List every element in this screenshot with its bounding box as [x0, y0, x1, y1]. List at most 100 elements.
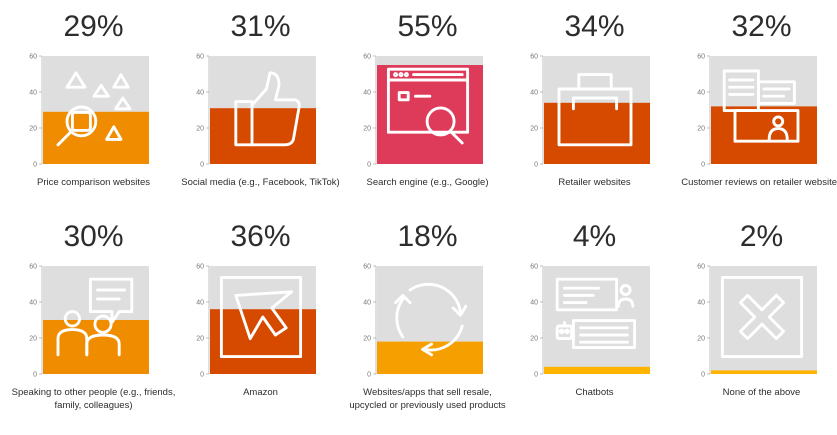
bar-tile-speaking-to-other-people-e-g-friends-fam: 30% 0 20 40 60 Speaking to other people (e.g.…: [10, 210, 177, 428]
category-label: Retailer websites: [558, 177, 631, 188]
cross-icon: [720, 275, 804, 359]
y-tick-label: 60: [530, 264, 538, 271]
data-label: 29%: [63, 10, 124, 43]
y-tick-label: 60: [697, 264, 705, 271]
plot-area: 0 20 40 60: [684, 52, 832, 169]
bar-chart-svg: 0 20 40 60: [363, 264, 483, 379]
category-label: Customer reviews on retailer websites: [681, 177, 837, 188]
category-label: Price comparison websites: [37, 177, 150, 188]
people-talking-icon: [56, 277, 134, 357]
bar-tile-retailer-websites: 34% 0 20 40 60 Retailer websites: [511, 0, 678, 218]
recycle-icon: [394, 282, 468, 357]
y-tick-label: 60: [29, 54, 37, 61]
category-label: Amazon: [243, 387, 278, 398]
cursor-arrow-icon: [219, 275, 303, 359]
y-tick-label: 40: [363, 90, 371, 97]
y-tick-label: 40: [29, 90, 37, 97]
bar: [210, 108, 316, 164]
plot-area: 0 20 40 60: [517, 262, 665, 379]
plot-area: 0 20 40 60: [684, 262, 832, 379]
plot-area: 0 20 40 60: [350, 262, 498, 379]
y-tick-label: 60: [29, 264, 37, 271]
data-label: 36%: [230, 220, 291, 253]
y-tick-label: 20: [29, 336, 37, 343]
y-tick-label: 60: [697, 54, 705, 61]
bar-chart-svg: 0 20 40 60: [530, 54, 650, 169]
chatbot-icon: [555, 277, 637, 350]
bar-tile-none-of-the-above: 2% 0 20 40 60 None of the above: [678, 210, 837, 428]
bar-chart-svg: 0 20 40 60: [530, 264, 650, 379]
y-tick-label: 60: [530, 54, 538, 61]
y-tick-label: 0: [200, 162, 204, 169]
bar-chart-svg: 0 20 40 60: [697, 264, 817, 379]
bar: [377, 341, 483, 374]
y-tick-label: 40: [196, 90, 204, 97]
category-label: None of the above: [722, 387, 801, 398]
y-tick-label: 40: [530, 300, 538, 307]
y-tick-label: 0: [367, 162, 371, 169]
y-tick-label: 40: [363, 300, 371, 307]
browser-search-icon: [386, 67, 470, 145]
bar-tile-social-media-e-g-facebook-tiktok: 31% 0 20 40 60 Social media (e.g., Facebook, …: [177, 0, 344, 218]
bar-chart-svg: 0 20 40 60: [29, 54, 149, 169]
bar: [544, 366, 650, 374]
y-tick-label: 0: [534, 162, 538, 169]
data-label: 55%: [397, 10, 458, 43]
y-tick-label: 0: [701, 162, 705, 169]
data-label: 18%: [397, 220, 458, 253]
thumbs-up-icon: [234, 71, 301, 147]
category-label: Search engine (e.g., Google): [366, 177, 489, 188]
bar-tile-websites-apps-that-sell-resale-upcycled-: 18% 0 20 40 60 Websites/apps that sell resale…: [344, 210, 511, 428]
y-tick-label: 20: [530, 336, 538, 343]
data-label: 30%: [63, 220, 124, 253]
bar-tile-customer-reviews-on-retailer-websites: 32% 0 20 40 60 Customer reviews on retailer w…: [678, 0, 837, 218]
y-tick-label: 60: [363, 264, 371, 271]
y-tick-label: 40: [196, 300, 204, 307]
plot-area: 0 20 40 60: [517, 52, 665, 169]
bar: [711, 370, 817, 374]
category-label: Chatbots: [575, 387, 614, 398]
y-tick-label: 40: [697, 90, 705, 97]
y-tick-label: 20: [196, 336, 204, 343]
bar: [210, 309, 316, 374]
y-tick-label: 20: [697, 126, 705, 133]
plot-area: 0 20 40 60: [16, 262, 164, 379]
y-tick-label: 20: [530, 126, 538, 133]
category-label: Websites/apps that sell resale, upcycled…: [349, 387, 506, 411]
y-tick-label: 0: [200, 372, 204, 379]
category-label: Speaking to other people (e.g., friends,…: [11, 387, 176, 411]
bar: [711, 106, 817, 164]
y-tick-label: 0: [367, 372, 371, 379]
bar-tile-price-comparison-websites: 29% 0 20 40 60 Price comparison websites: [10, 0, 177, 218]
y-tick-label: 20: [29, 126, 37, 133]
category-label: Social media (e.g., Facebook, TikTok): [181, 177, 340, 188]
plot-area: 0 20 40 60: [16, 52, 164, 169]
data-label: 2%: [739, 220, 784, 253]
y-tick-label: 20: [363, 126, 371, 133]
bar-chart-svg: 0 20 40 60: [196, 54, 316, 169]
y-tick-label: 60: [196, 264, 204, 271]
review-documents-icon: [722, 69, 800, 143]
y-tick-label: 0: [33, 162, 37, 169]
bar-chart-svg: 0 20 40 60: [196, 264, 316, 379]
shopping-bag-icon: [557, 73, 633, 147]
bar-chart-svg: 0 20 40 60: [29, 264, 149, 379]
bar-chart-svg: 0 20 40 60: [363, 54, 483, 169]
data-label: 32%: [731, 10, 792, 43]
bar-tile-amazon: 36% 0 20 40 60 Amazon: [177, 210, 344, 428]
data-label: 31%: [230, 10, 291, 43]
y-tick-label: 60: [196, 54, 204, 61]
y-tick-label: 40: [29, 300, 37, 307]
y-tick-label: 40: [530, 90, 538, 97]
y-tick-label: 20: [196, 126, 204, 133]
plot-area: 0 20 40 60: [183, 262, 331, 379]
y-tick-label: 60: [363, 54, 371, 61]
bar-tile-search-engine-e-g-google: 55% 0 20 40 60 Search engine (e.g., Google): [344, 0, 511, 218]
y-tick-label: 40: [697, 300, 705, 307]
y-tick-label: 20: [363, 336, 371, 343]
price-comparison-icon: [56, 71, 132, 147]
y-tick-label: 20: [697, 336, 705, 343]
plot-area: 0 20 40 60: [183, 52, 331, 169]
data-label: 4%: [572, 220, 617, 253]
bar-chart-svg: 0 20 40 60: [697, 54, 817, 169]
